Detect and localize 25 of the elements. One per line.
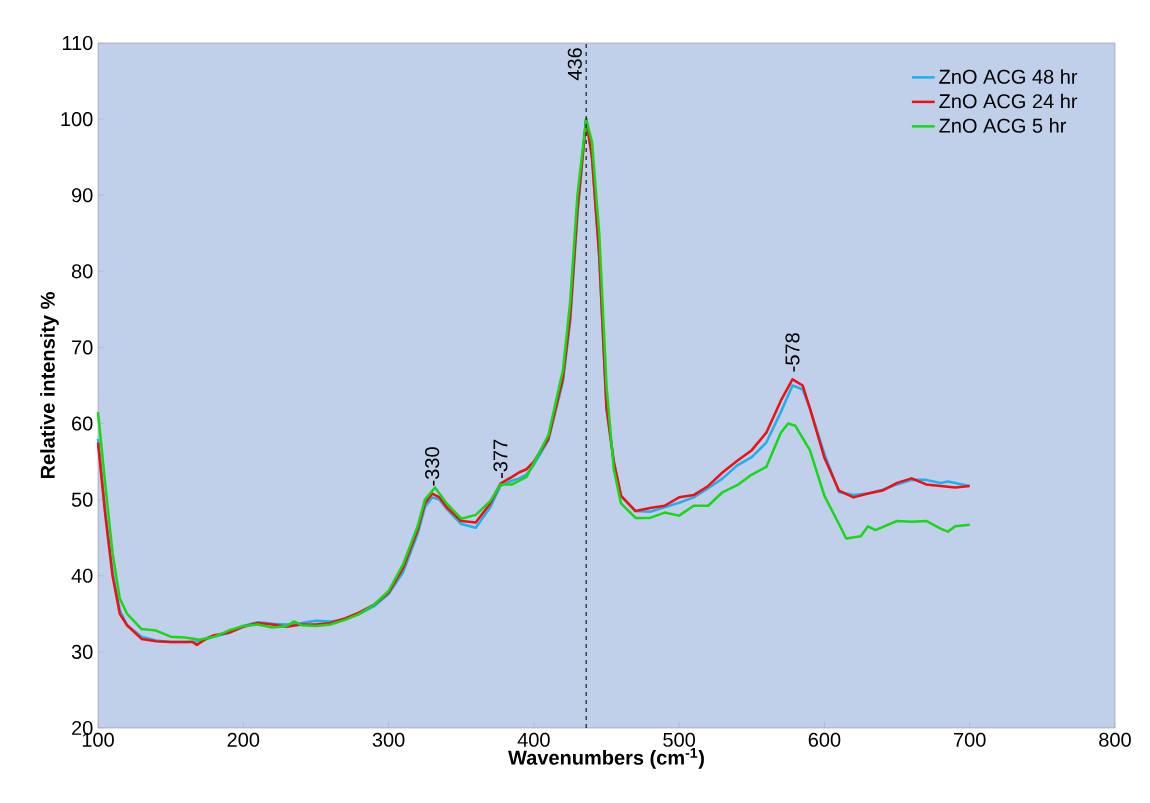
y-tick-label: 90 (71, 188, 93, 203)
y-tick-label: 50 (71, 492, 93, 507)
legend-label: ZnO ACG 5 hr (939, 118, 1067, 133)
annotation: -578 (785, 333, 800, 372)
x-tick-label: 700 (954, 732, 986, 747)
x-tick-label: 600 (808, 732, 841, 747)
x-tick-label: 500 (663, 732, 696, 747)
x-tick-label: 400 (517, 732, 550, 747)
x-tick-label: 300 (372, 732, 405, 747)
y-tick-label: 70 (72, 340, 93, 355)
x-tick-label: 800 (1099, 732, 1131, 747)
annotation: -330 (425, 447, 440, 486)
ref-line-label: 436 (567, 48, 582, 81)
y-tick-label: 80 (71, 264, 93, 279)
annotation: -377 (493, 439, 508, 478)
y-tick-label: 30 (71, 644, 93, 659)
x-tick-label: 200 (227, 732, 260, 747)
y-tick-label: 60 (72, 416, 93, 431)
legend-label: ZnO ACG 48 hr (939, 69, 1078, 84)
y-tick-label: 40 (71, 568, 93, 583)
legend-label: ZnO ACG 24 hr (939, 93, 1078, 109)
x-axis-title: Wavenumbers (cm$^{-1}$) (508, 748, 704, 769)
y-axis-title: Relative intensity % (40, 292, 59, 479)
y-tick-label: 100 (61, 112, 93, 127)
y-tick-label: 110 (62, 35, 93, 51)
